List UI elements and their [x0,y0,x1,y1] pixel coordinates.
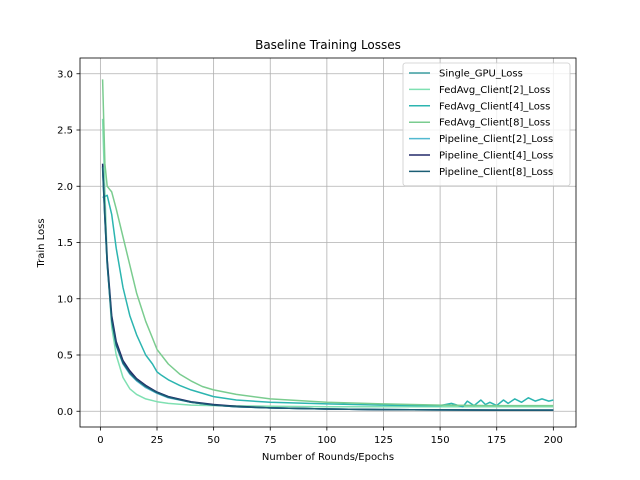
series-line-4 [101,79,554,407]
series-lines [101,79,554,411]
x-tick-label: 175 [487,435,506,446]
x-tick-label: 75 [264,435,277,446]
series-line-3 [102,194,554,408]
series-line-1 [101,165,554,411]
y-tick-label: 2.0 [57,182,73,193]
y-tick-label: 3.0 [57,69,73,80]
y-tick-label: 2.5 [57,126,73,137]
x-tick-label: 100 [317,435,336,446]
x-tick-label: 0 [97,435,103,446]
y-tick-label: 0.0 [57,407,73,418]
x-tick-label: 25 [151,435,164,446]
legend-entry: Pipeline_Client[4]_Loss [439,151,553,162]
legend-entry: FedAvg_Client[2]_Loss [439,85,550,96]
x-tick-label: 200 [544,435,563,446]
x-tick-label: 150 [431,435,450,446]
x-tick-label: 125 [374,435,393,446]
series-line-5 [101,169,554,411]
y-tick-label: 1.0 [57,294,73,305]
x-axis: 0 25 50 75 100 125 150 175 200 [97,427,563,446]
series-line-2 [101,118,554,408]
series-line-6 [101,163,554,411]
legend-entry: Pipeline_Client[8]_Loss [439,167,553,178]
grid-lines [80,58,576,427]
y-axis: 0.0 0.5 1.0 1.5 2.0 2.5 3.0 [57,69,80,418]
chart-title: Baseline Training Losses [255,38,401,52]
legend-entry: FedAvg_Client[4]_Loss [439,101,550,112]
legend-entry: FedAvg_Client[8]_Loss [439,118,550,129]
x-tick-label: 50 [207,435,220,446]
y-axis-label: Train Loss [36,218,47,268]
legend-entry: Pipeline_Client[2]_Loss [439,134,553,145]
legend-entry: Single_GPU_Loss [439,69,523,80]
legend: Single_GPU_Loss FedAvg_Client[2]_Loss FedA… [402,62,571,187]
y-tick-label: 0.5 [57,351,73,362]
x-axis-label: Number of Rounds/Epochs [262,452,394,463]
legend-box [402,62,571,187]
y-tick-label: 1.5 [57,238,73,249]
series-line-7 [101,167,554,411]
